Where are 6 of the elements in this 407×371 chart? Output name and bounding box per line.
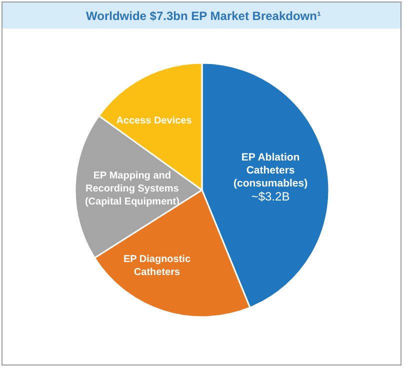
slice-label: EP Mapping and Recording Systems (Capital Equipment) — [84, 170, 180, 208]
data-label: ~$3.2B — [251, 189, 290, 204]
slice-label: EP Diagnostic Catheters — [123, 254, 191, 278]
slice-label: Access Devices — [116, 115, 192, 126]
slice-label: EP Ablation Catheters (consumables) — [233, 152, 308, 190]
chart-title: Worldwide $7.3bn EP Market Breakdown¹ — [86, 9, 321, 24]
